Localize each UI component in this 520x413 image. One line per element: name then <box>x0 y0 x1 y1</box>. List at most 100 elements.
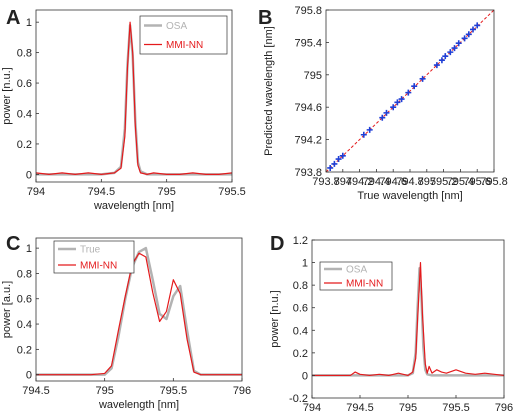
scatter-point <box>419 75 426 82</box>
x-tick-label: 796 <box>495 402 513 413</box>
series-line-mmi-nn <box>312 261 504 377</box>
x-tick-label: 794.8 <box>396 176 424 188</box>
y-axis-label: power [n.u.] <box>1 67 13 124</box>
panel-d: D 794 794.5 795 795.5 796 -0.2 0 0.2 0.4 0.6 0.8 1 1.… <box>269 233 513 413</box>
y-tick-label: 794.6 <box>294 102 322 114</box>
y-tick-label: 1.2 <box>293 235 308 247</box>
y-tick-label: 0.4 <box>17 319 32 331</box>
x-tick-label: 794 <box>303 402 321 413</box>
scatter-point <box>451 45 458 52</box>
legend-box <box>139 15 228 55</box>
y-tick-label: 0.8 <box>17 268 32 280</box>
x-tick-label: 793.8 <box>312 176 340 188</box>
scatter-point <box>390 104 397 111</box>
y-tick-label: 0.6 <box>17 294 32 306</box>
scatter-point <box>438 57 445 64</box>
scatter-point <box>442 53 449 60</box>
scatter-point <box>394 99 401 106</box>
x-tick-label: 795.8 <box>480 176 508 188</box>
legend: OSA MMI-NN <box>139 15 228 55</box>
panel-letter: D <box>270 233 284 255</box>
x-tick-label: 794 <box>27 186 45 198</box>
x-axis-label: True wavelength [nm] <box>357 190 462 202</box>
plot-area <box>36 21 232 176</box>
x-tick-label: 795 <box>95 385 113 397</box>
panel-b: B793.8794794.2794.4794.6794.8795795.2795… <box>258 5 508 202</box>
x-tick-label: 795 <box>399 402 417 413</box>
y-tick-label: 0.6 <box>293 303 308 315</box>
x-tick-label: 795.5 <box>442 402 470 413</box>
panel-letter: A <box>6 7 20 29</box>
x-tick-label: 795.6 <box>463 176 491 188</box>
y-tick-label: -0.2 <box>289 393 308 405</box>
x-tick-label: 794.5 <box>22 385 50 397</box>
scatter-point <box>331 160 338 167</box>
x-tick-label: 795 <box>418 176 436 188</box>
scatter-point <box>327 164 334 171</box>
scatter-point <box>461 35 468 42</box>
x-tick-label: 795.5 <box>218 186 246 198</box>
legend: OSA MMI-NN <box>319 261 393 291</box>
scatter-point <box>366 126 373 133</box>
y-axis-label: power [a.u.] <box>1 281 13 338</box>
scatter-point <box>360 131 367 138</box>
y-tick-label: 0 <box>26 169 32 181</box>
scatter-point <box>470 26 476 33</box>
panel-c: C 794.5 795 795.5 796 0 0.2 0.4 0.6 0.8 1 wavelengt… <box>1 233 251 411</box>
panel-a: A 794 794.5 795 795.5 0 0.2 0.4 0.6 0.8 1 wavelengt… <box>1 7 246 212</box>
x-tick-label: 794.5 <box>346 402 374 413</box>
scatter-point <box>465 31 472 38</box>
legend-label: MMI-NN <box>80 261 117 272</box>
axes-frame <box>35 9 233 183</box>
y-tick-label: 795.8 <box>294 5 322 17</box>
x-tick-label: 794.5 <box>88 186 116 198</box>
y-tick-label: 0.2 <box>17 139 32 151</box>
scatter-point <box>455 40 462 47</box>
x-tick-label: 794.4 <box>363 176 391 188</box>
y-tick-label: 0.8 <box>17 48 32 60</box>
scatter-point <box>398 96 405 103</box>
x-tick-label: 794.6 <box>379 176 407 188</box>
scatter-point <box>447 49 454 56</box>
fit-line <box>326 10 494 172</box>
scatter-point <box>405 89 412 96</box>
x-tick-label: 795.4 <box>447 176 475 188</box>
y-tick-label: 1 <box>26 17 32 29</box>
scatter-point <box>383 109 390 116</box>
y-tick-label: 1 <box>302 258 308 270</box>
x-tick-label: 795.2 <box>430 176 458 188</box>
panel-letter: C <box>6 233 20 255</box>
y-tick-label: 1 <box>26 243 32 255</box>
y-tick-label: 0.2 <box>17 344 32 356</box>
axes-frame <box>35 237 243 382</box>
plot-area <box>312 261 504 377</box>
x-axis-label: wavelength [nm] <box>93 200 174 212</box>
panel-letter: B <box>258 7 272 29</box>
y-axis-label: power [n.u.] <box>269 290 281 347</box>
legend-label: OSA <box>346 265 367 276</box>
series-line-mmi-nn <box>36 252 242 376</box>
scatter-point <box>433 62 440 69</box>
x-axis-label: wavelength [nm] <box>98 399 179 411</box>
x-tick-label: 795.5 <box>160 385 188 397</box>
y-tick-label: 795.4 <box>294 37 322 49</box>
plot-area <box>36 246 242 376</box>
legend-label: OSA <box>166 21 187 32</box>
y-tick-label: 0.8 <box>293 280 308 292</box>
scatter-point <box>379 114 386 121</box>
legend-label: MMI-NN <box>346 279 383 290</box>
x-tick-label: 794.2 <box>346 176 374 188</box>
x-tick-label: 794 <box>334 176 352 188</box>
y-tick-label: 0.4 <box>17 109 32 121</box>
x-tick-label: 796 <box>233 385 251 397</box>
scatter-point <box>335 156 342 163</box>
y-tick-label: 793.8 <box>294 167 322 179</box>
series-line-mmi-nn <box>36 21 232 175</box>
legend-label: True <box>80 245 101 256</box>
y-tick-label: 0 <box>302 370 308 382</box>
legend-box <box>53 240 135 274</box>
y-tick-label: 0.6 <box>17 78 32 90</box>
y-tick-label: 0.4 <box>293 325 308 337</box>
legend-box <box>319 261 393 291</box>
